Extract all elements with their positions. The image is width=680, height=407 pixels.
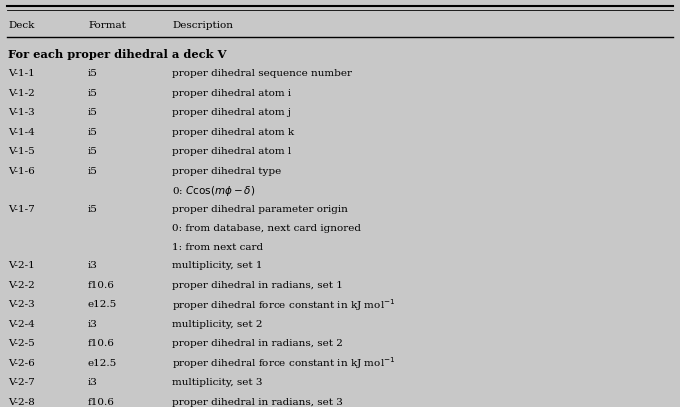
Text: V-2-1: V-2-1 (8, 262, 35, 271)
Text: multiplicity, set 3: multiplicity, set 3 (172, 379, 262, 387)
Text: multiplicity, set 1: multiplicity, set 1 (172, 262, 262, 271)
Text: f10.6: f10.6 (88, 339, 115, 348)
Text: V-2-8: V-2-8 (8, 398, 35, 407)
Text: i5: i5 (88, 109, 98, 118)
Text: 0: from database, next card ignored: 0: from database, next card ignored (172, 225, 361, 234)
Text: Description: Description (172, 20, 233, 29)
Text: proper dihedral force constant in kJ mol$^{-1}$: proper dihedral force constant in kJ mol… (172, 356, 396, 372)
Text: i5: i5 (88, 167, 98, 176)
Text: V-2-5: V-2-5 (8, 339, 35, 348)
Text: V-1-2: V-1-2 (8, 89, 35, 98)
Text: i3: i3 (88, 379, 98, 387)
Text: V-1-5: V-1-5 (8, 147, 35, 157)
Text: proper dihedral atom l: proper dihedral atom l (172, 147, 291, 157)
Text: proper dihedral force constant in kJ mol$^{-1}$: proper dihedral force constant in kJ mol… (172, 297, 396, 313)
Text: 0: $C\cos(m\phi - \delta)$: 0: $C\cos(m\phi - \delta)$ (172, 184, 255, 198)
Text: proper dihedral atom j: proper dihedral atom j (172, 109, 291, 118)
Text: V-2-3: V-2-3 (8, 300, 35, 309)
Text: Format: Format (88, 20, 126, 29)
Text: proper dihedral in radians, set 3: proper dihedral in radians, set 3 (172, 398, 343, 407)
Text: proper dihedral in radians, set 2: proper dihedral in radians, set 2 (172, 339, 343, 348)
Text: i5: i5 (88, 147, 98, 157)
Text: proper dihedral type: proper dihedral type (172, 167, 282, 176)
Text: multiplicity, set 2: multiplicity, set 2 (172, 320, 262, 329)
Text: i5: i5 (88, 205, 98, 214)
Text: 1: from next card: 1: from next card (172, 243, 263, 252)
Text: i5: i5 (88, 70, 98, 79)
Text: V-1-7: V-1-7 (8, 205, 35, 214)
Text: i5: i5 (88, 89, 98, 98)
Text: proper dihedral in radians, set 1: proper dihedral in radians, set 1 (172, 281, 343, 290)
Text: i5: i5 (88, 128, 98, 137)
Text: Deck: Deck (8, 20, 35, 29)
Text: e12.5: e12.5 (88, 300, 117, 309)
Text: i3: i3 (88, 320, 98, 329)
Text: i3: i3 (88, 262, 98, 271)
Text: V-1-4: V-1-4 (8, 128, 35, 137)
Text: V-2-7: V-2-7 (8, 379, 35, 387)
Text: V-1-6: V-1-6 (8, 167, 35, 176)
Text: f10.6: f10.6 (88, 281, 115, 290)
Text: proper dihedral parameter origin: proper dihedral parameter origin (172, 205, 348, 214)
Text: e12.5: e12.5 (88, 359, 117, 368)
Text: V-1-3: V-1-3 (8, 109, 35, 118)
Text: V-2-2: V-2-2 (8, 281, 35, 290)
Text: V-2-6: V-2-6 (8, 359, 35, 368)
Text: proper dihedral atom k: proper dihedral atom k (172, 128, 294, 137)
Text: V-2-4: V-2-4 (8, 320, 35, 329)
Text: V-1-1: V-1-1 (8, 70, 35, 79)
Text: For each proper dihedral a deck V: For each proper dihedral a deck V (8, 49, 226, 60)
Text: proper dihedral sequence number: proper dihedral sequence number (172, 70, 352, 79)
Text: f10.6: f10.6 (88, 398, 115, 407)
Text: proper dihedral atom i: proper dihedral atom i (172, 89, 291, 98)
